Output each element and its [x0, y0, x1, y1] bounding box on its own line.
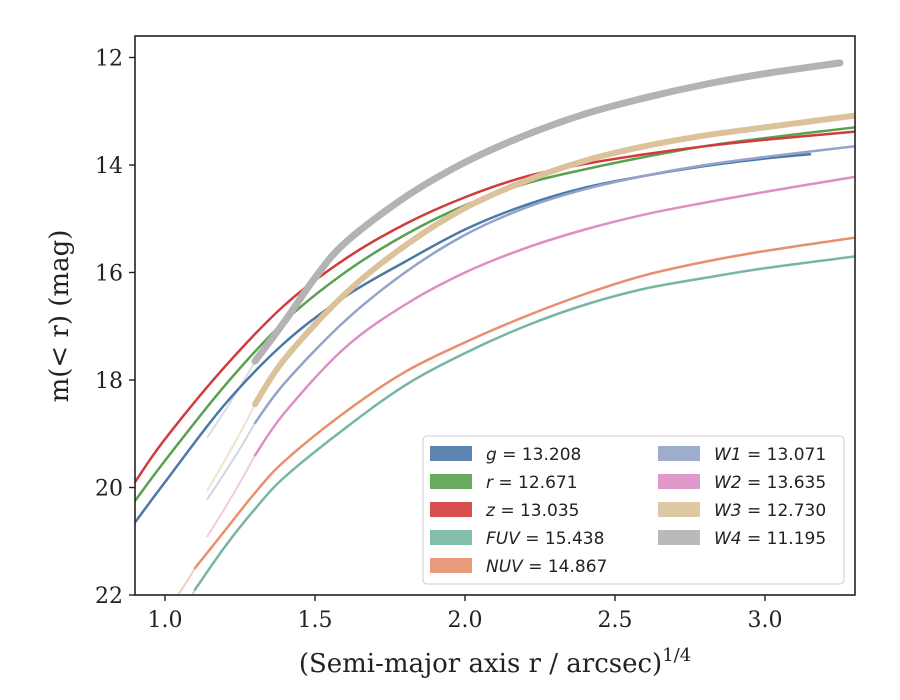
x-axis-label-superscript: 1/4	[662, 645, 691, 666]
y-ticks: 12 14 16 18 20 22	[95, 47, 135, 609]
legend-entry: NUV = 14.867	[486, 557, 607, 577]
legend-entry: W3 = 12.730	[714, 501, 826, 521]
y-tick-label: 22	[95, 584, 123, 609]
legend-entry-variable: z	[485, 501, 500, 521]
series-line	[253, 175, 855, 457]
series-line	[253, 144, 855, 425]
legend-entry-value: = 14.867	[528, 557, 607, 577]
legend-entry-variable: r	[486, 473, 498, 493]
x-axis-label: (Semi-major axis r / arcsec)1/4	[299, 645, 691, 679]
x-axis-label-main: (Semi-major axis r / arcsec)	[299, 649, 662, 679]
legend-swatch	[430, 558, 472, 573]
legend-entry-value: = 13.635	[747, 473, 826, 493]
legend-swatch	[430, 530, 472, 545]
legend-entry-value: = 13.035	[500, 501, 579, 521]
y-tick-label: 16	[95, 262, 123, 287]
legend-swatch	[658, 530, 700, 545]
legend-entry-variable: g	[486, 445, 502, 465]
y-axis-label: m(< r) (mag)	[45, 230, 75, 403]
legend-entry-value: = 11.195	[747, 529, 826, 549]
series-line	[193, 255, 855, 591]
series-tail	[176, 567, 196, 595]
series-line	[135, 130, 855, 484]
series-line	[251, 59, 844, 365]
legend-entry-value: = 15.438	[525, 529, 604, 549]
legend-entry-variable: W4	[714, 529, 747, 549]
series-tail	[206, 403, 256, 492]
legend-entry: W2 = 13.635	[714, 473, 826, 493]
x-ticks: 1.0 1.5 2.0 2.5 3.0	[148, 595, 783, 633]
legend-swatch	[658, 474, 700, 489]
legend-entry: W4 = 11.195	[714, 529, 826, 549]
y-tick-label: 14	[95, 154, 123, 179]
series-line	[193, 236, 855, 570]
series-tail	[206, 454, 256, 538]
legend-entry-variable: W3	[714, 501, 747, 521]
y-tick-label: 20	[95, 477, 123, 502]
series-tail	[206, 422, 256, 501]
legend-entry-variable: NUV	[486, 557, 528, 577]
y-tick-label: 12	[95, 47, 123, 72]
legend-swatch	[430, 474, 472, 489]
legend-entry-value: = 13.071	[747, 445, 826, 465]
x-tick-label: 1.0	[148, 608, 183, 633]
plot-frame	[134, 35, 856, 596]
legend-swatch	[658, 446, 700, 461]
legend-entry: g = 13.208	[486, 445, 581, 465]
legend-swatch	[658, 502, 700, 517]
y-tick-label: 18	[95, 369, 123, 394]
series-tail	[135, 500, 136, 503]
series-line	[252, 112, 855, 408]
legend-entry-value: = 12.730	[747, 501, 826, 521]
x-tick-label: 2.0	[448, 608, 483, 633]
legend-entry-variable: W1	[714, 445, 747, 465]
x-tick-label: 3.0	[748, 608, 783, 633]
legend-entry: FUV = 15.438	[486, 529, 604, 549]
legend-swatch	[430, 446, 472, 461]
series-tail	[206, 360, 256, 439]
x-tick-label: 2.5	[598, 608, 633, 633]
legend-entry-value: = 12.671	[498, 473, 577, 493]
legend-entry-variable: FUV	[486, 529, 525, 549]
legend-entry: r = 12.671	[486, 473, 578, 493]
legend-entry-variable: W2	[714, 473, 747, 493]
x-tick-label: 1.5	[298, 608, 333, 633]
legend-entry: W1 = 13.071	[714, 445, 826, 465]
legend-box	[422, 435, 845, 585]
legend-entry: z = 13.035	[485, 501, 579, 521]
legend-swatch	[430, 502, 472, 517]
legend-entry-value: = 13.208	[502, 445, 581, 465]
series-layer	[135, 59, 855, 595]
